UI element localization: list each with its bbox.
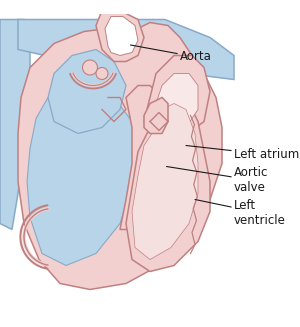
Polygon shape [120,85,168,230]
Text: Left
ventricle: Left ventricle [195,199,286,227]
Polygon shape [105,16,138,56]
Polygon shape [144,97,168,133]
Polygon shape [18,23,222,289]
Polygon shape [27,85,138,266]
Polygon shape [126,92,210,271]
Text: Aorta: Aorta [130,45,212,63]
Circle shape [82,60,98,75]
Circle shape [96,67,108,79]
Polygon shape [96,10,144,61]
Polygon shape [48,49,126,133]
Text: Aortic
valve: Aortic valve [167,166,268,194]
Polygon shape [0,20,30,230]
Polygon shape [18,20,234,79]
Polygon shape [132,104,198,260]
Polygon shape [153,74,198,130]
Polygon shape [144,56,210,140]
Text: Left atrium: Left atrium [186,146,299,161]
